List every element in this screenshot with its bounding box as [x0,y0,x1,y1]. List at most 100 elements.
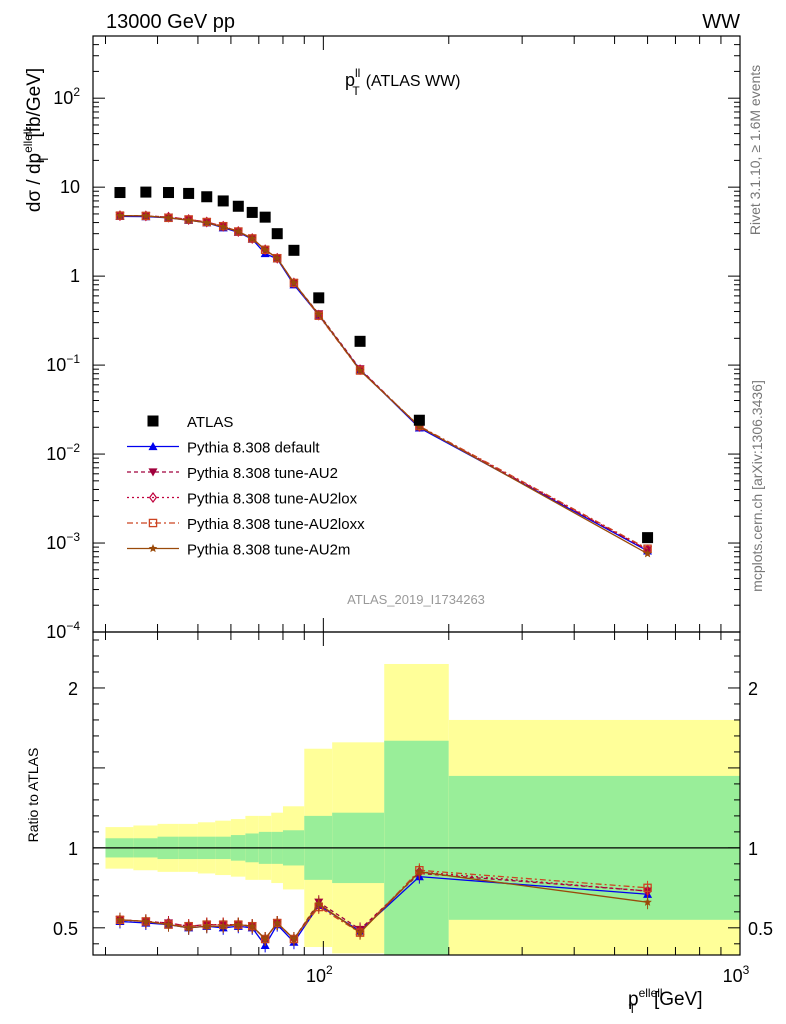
series-4-point [247,233,257,243]
series-4-point [643,549,652,558]
legend-label-0: Pythia 8.308 default [187,440,320,457]
atlas-data-point [232,200,244,212]
legend-label-2: Pythia 8.308 tune-AU2lox [187,491,358,508]
y-tick-label: 10−4 [46,619,80,642]
series-4-point [314,309,324,319]
ratio-y-tick-label-right: 2 [748,679,758,699]
y-axis-label-sub: T [37,155,51,163]
series-4-point [164,213,173,222]
series-4-ratio-point [289,934,299,943]
legend-label-3: Pythia 8.308 tune-AU2loxx [187,516,365,533]
x-tick-label: 103 [723,963,750,986]
series-4-point [355,366,365,375]
series-4-ratio-point [247,921,257,930]
x-axis-label: pellell T [GeV] [628,986,703,1016]
legend: ATLAS Pythia 8.308 default Pythia 8.308 tu… [127,414,365,559]
series-3-ratio-line [119,869,648,940]
series-layer [114,186,654,953]
series-4-ratio-point [260,934,270,943]
series-4-ratio-point [115,915,125,924]
ratio-y-tick-label: 1 [68,839,78,859]
legend-marker-4 [148,544,158,553]
y-axis-label: dσ / dpellellT [fb/GeV] [21,68,51,212]
legend-marker-atlas [147,415,159,427]
y-tick-label: 102 [53,85,80,108]
atlas-data-point [288,244,300,256]
plot-title: pll T (ATLAS WW) [345,66,461,98]
atlas-data-point [413,414,425,426]
series-4-point [289,278,299,287]
x-axis-label-unit: [GeV] [654,989,703,1010]
series-4-ratio-point [164,920,173,929]
series-4-ratio-point [141,916,151,926]
ratio-y-tick-label-right: 1 [748,839,758,859]
plot-title-sup: ll [355,66,360,80]
atlas-data-point [246,206,258,218]
ratio-y-tick-label-right: 0.5 [748,919,773,939]
series-4-ratio-point [184,923,193,932]
plot-title-rest: (ATLAS WW) [366,73,461,90]
y-tick-label: 10−3 [46,530,80,553]
header-right: WW [702,11,740,33]
atlas-data-point [201,191,213,203]
plot-title-main: p [345,70,355,90]
header-left: 13000 GeV pp [106,11,235,33]
series-4-point [218,222,228,231]
x-axis-label-main: p [628,989,639,1010]
y-tick-label: 10−2 [46,441,80,464]
atlas-data-point [313,292,325,304]
y-axis-label-main: dσ / dp [24,153,45,212]
series-4-point [415,422,424,431]
y-tick-label: 10−1 [46,352,80,375]
ratio-y-tick-label: 2 [68,679,78,699]
series-4-ratio-point [355,928,365,937]
series-4-ratio-point [415,867,424,876]
series-4-ratio-point [272,918,282,927]
ratio-y-tick-label: 0.5 [53,919,78,939]
series-4-point [202,218,212,227]
series-4-point [141,211,151,220]
legend-marker-1 [148,468,158,477]
atlas-data-point [354,335,366,347]
axes-layer: 10−4 10−3 10−2 10−1 1 10 102 102 103 0.5 0.5 1 1 2 2 [46,35,773,986]
series-4-ratio-point [314,899,324,908]
legend-marker-3 [148,518,158,528]
analysis-id: ATLAS_2019_I1734263 [347,592,485,607]
ratio-y-label: Ratio to ATLAS [25,748,41,843]
plot-title-sub: T [352,84,360,98]
y-tick-label: 10 [60,177,80,197]
atlas-data-point [163,187,175,199]
series-4-ratio-point [234,920,243,929]
x-tick-label: 102 [306,963,333,986]
y-tick-label: 1 [70,266,80,286]
atlas-data-point [140,186,152,198]
legend-marker-2 [148,492,158,503]
atlas-data-point [183,187,195,199]
atlas-data-point [271,228,283,240]
series-4-point [272,253,282,262]
series-2-point [202,216,211,228]
series-2-ratio-line [119,871,648,940]
series-4-point [184,215,193,224]
series-4-point [115,211,125,220]
y-axis-label-sup: ellell [21,129,35,153]
series-4-point [234,227,243,236]
ratio-bands [93,663,740,955]
atlas-data-point [259,211,271,223]
ratio-plot-frame [92,631,741,956]
series-4-ratio-point [202,921,212,930]
legend-marker-0 [148,442,158,451]
series-4-ratio-point [218,921,228,930]
atlas-data-point [114,187,126,199]
series-4-point [260,245,270,254]
series-4-ratio-point [643,897,652,906]
x-axis-label-sub: T [629,1002,637,1016]
series-2-point [184,213,193,225]
y-axis-label-unit: [fb/GeV] [24,68,45,138]
series-3-ratio-point [643,883,652,893]
rivet-label: Rivet 3.1.10, ≥ 1.6M events [747,65,763,235]
legend-label-4: Pythia 8.308 tune-AU2m [187,542,350,559]
atlas-data-point [642,532,654,544]
legend-label-1: Pythia 8.308 tune-AU2 [187,465,338,482]
